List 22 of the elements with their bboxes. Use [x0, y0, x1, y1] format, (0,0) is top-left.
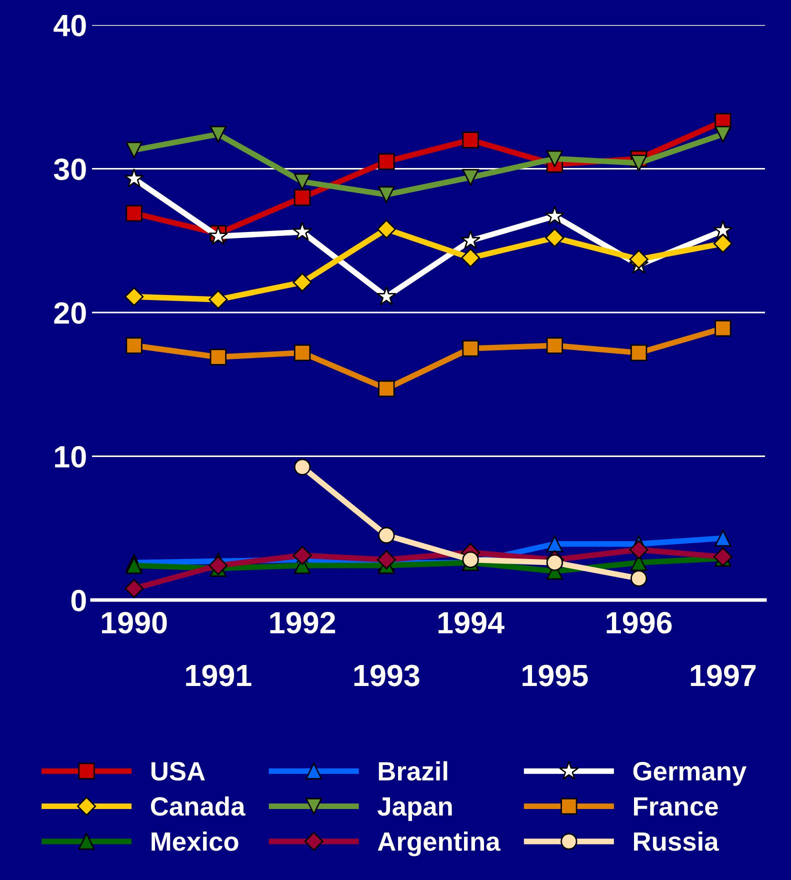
x-tick-label: 1992 — [270, 612, 336, 634]
x-tick-label: 1995 — [522, 664, 588, 686]
x-tick-label: 1991 — [186, 664, 252, 686]
legend-label: France — [634, 797, 718, 816]
legend-label: Brazil — [378, 761, 448, 781]
y-tick-label: 0 — [71, 590, 86, 612]
y-tick-label: 10 — [55, 446, 86, 468]
x-tick-label: 1996 — [606, 612, 672, 634]
legend-label: Russia — [634, 832, 719, 851]
x-tick-label: 1994 — [438, 612, 504, 634]
x-tick-label: 1993 — [354, 664, 420, 686]
legend-label: Mexico — [152, 832, 238, 851]
legend-label: Canada — [150, 796, 246, 816]
legend-label: USA — [151, 762, 205, 781]
y-tick-label: 30 — [54, 158, 86, 180]
legend-label: Argentina — [378, 832, 500, 856]
y-tick-label: 40 — [54, 14, 86, 36]
legend-label: Japan — [378, 797, 452, 821]
legend-label: Germany — [633, 762, 747, 786]
x-tick-label: 1990 — [102, 612, 167, 634]
y-tick-label: 20 — [54, 302, 86, 324]
x-tick-label: 1997 — [690, 664, 756, 686]
